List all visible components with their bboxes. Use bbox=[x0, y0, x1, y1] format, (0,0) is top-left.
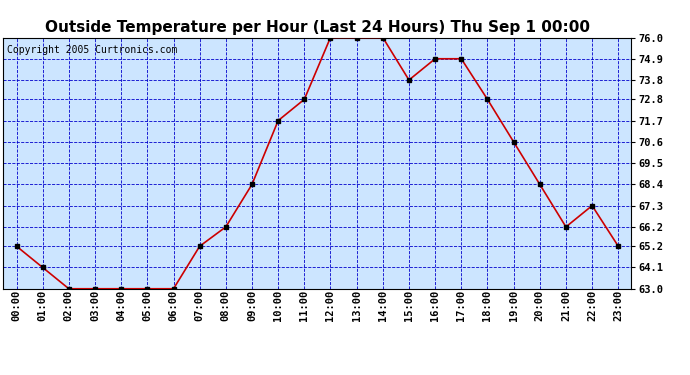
Title: Outside Temperature per Hour (Last 24 Hours) Thu Sep 1 00:00: Outside Temperature per Hour (Last 24 Ho… bbox=[45, 20, 590, 35]
Text: Copyright 2005 Curtronics.com: Copyright 2005 Curtronics.com bbox=[7, 45, 177, 55]
